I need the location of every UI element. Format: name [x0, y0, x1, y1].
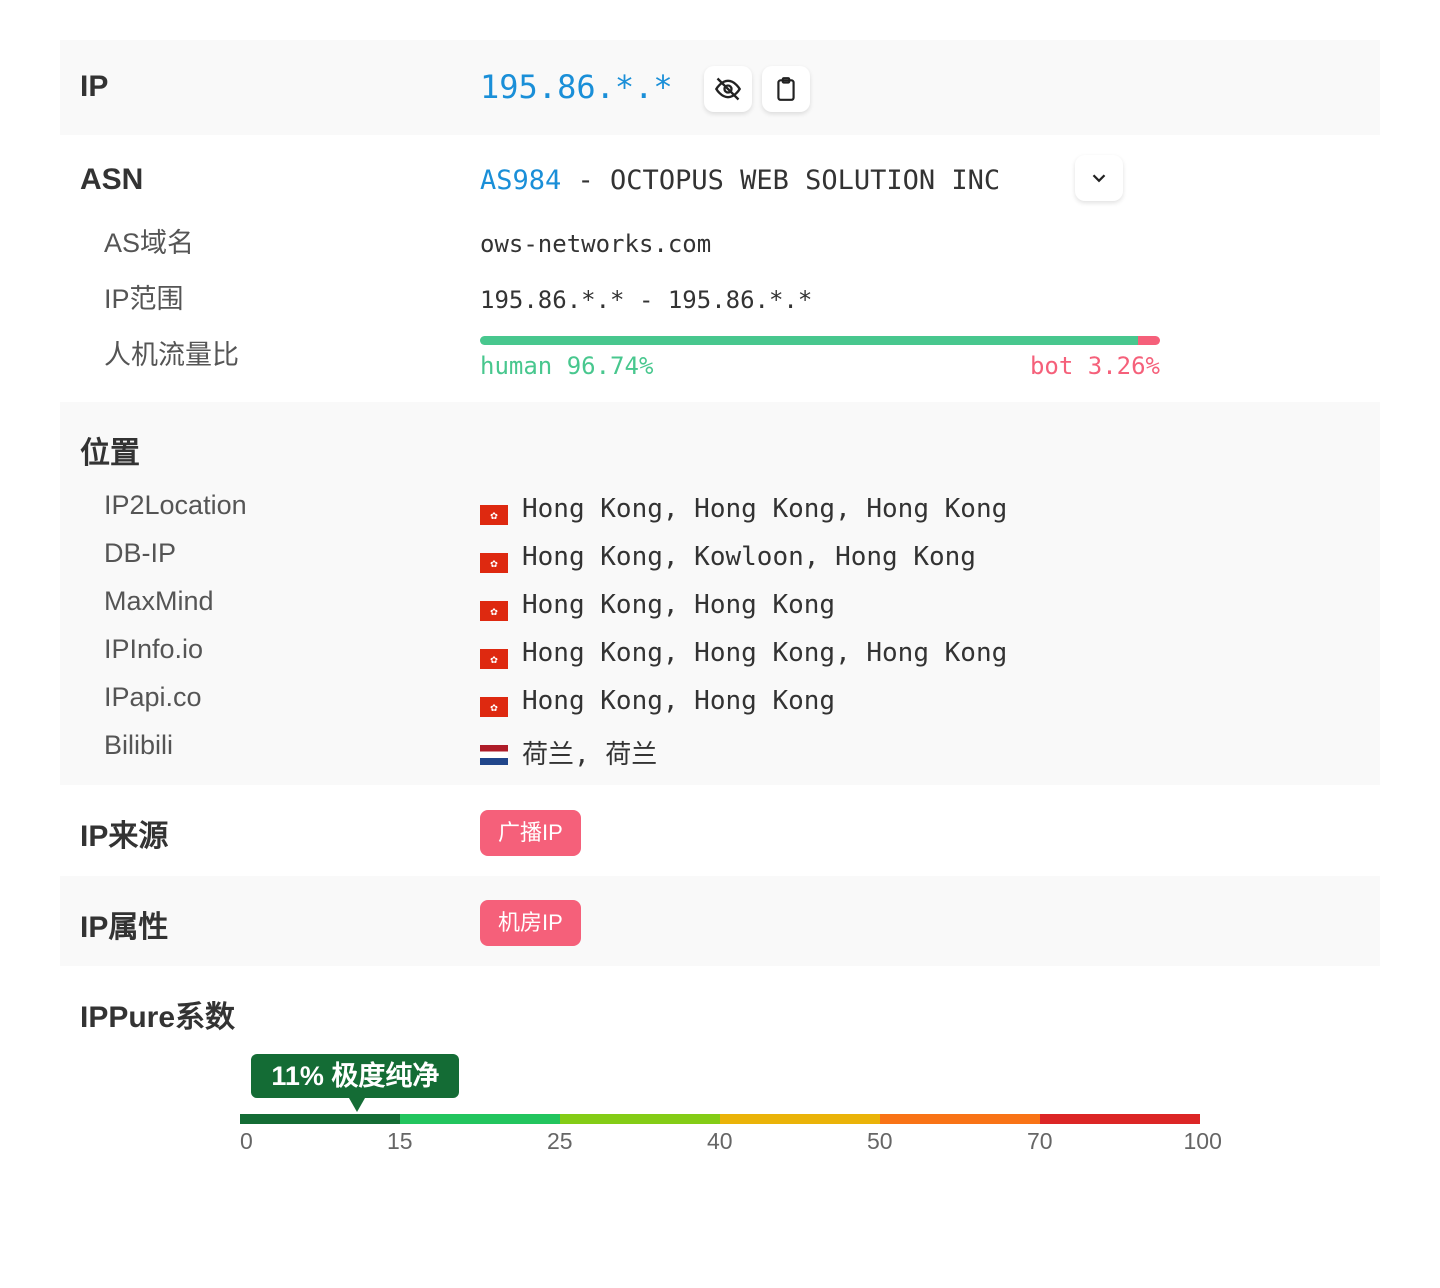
- ippure-scale-segment: [880, 1114, 1040, 1124]
- location-source-label: MaxMind: [104, 586, 214, 616]
- location-source-label: IPInfo.io: [104, 634, 204, 664]
- location-text: Hong Kong, Hong Kong, Hong Kong: [522, 494, 1008, 524]
- ippure-scale-segment: [560, 1114, 720, 1124]
- ippure-score-text: 11% 极度纯净: [271, 1061, 440, 1091]
- ippure-scale-segment: [400, 1114, 560, 1124]
- clipboard-icon: [777, 77, 795, 101]
- location-value: ✿ Hong Kong, Hong Kong: [480, 686, 835, 717]
- traffic-ratio-label: 人机流量比: [104, 340, 239, 370]
- ippure-tick-label: 0: [240, 1128, 253, 1154]
- location-source-label: DB-IP: [104, 538, 177, 568]
- location-text: Hong Kong, Hong Kong: [522, 686, 836, 716]
- location-source-label: Bilibili: [104, 730, 174, 760]
- ippure-label: IPPure系数: [80, 1001, 236, 1034]
- location-value: ✿ Hong Kong, Kowloon, Hong Kong: [480, 542, 976, 573]
- ippure-scale-segment: [240, 1114, 400, 1124]
- location-value: ✿ Hong Kong, Hong Kong, Hong Kong: [480, 638, 1007, 669]
- hong-kong-flag-icon: ✿: [480, 697, 508, 717]
- bot-ratio: bot 3.26%: [1029, 352, 1160, 380]
- asn-number[interactable]: AS984: [480, 165, 562, 196]
- ippure-tick-label: 15: [387, 1128, 413, 1154]
- ip-value: 195.86.*.*: [480, 68, 673, 106]
- human-bar: [480, 336, 1138, 345]
- ippure-tick-label: 50: [867, 1128, 893, 1154]
- ippure-tick-label: 25: [547, 1128, 573, 1154]
- ip-attr-label: IP属性: [80, 911, 169, 944]
- ip-attr-badge: 机房IP: [480, 900, 581, 946]
- location-value: 荷兰, 荷兰: [480, 734, 657, 771]
- asn-expand-button[interactable]: [1075, 155, 1123, 201]
- location-value: ✿ Hong Kong, Hong Kong, Hong Kong: [480, 494, 1007, 525]
- ip-range-label: IP范围: [104, 284, 184, 314]
- hong-kong-flag-icon: ✿: [480, 601, 508, 621]
- ip-attr-row: IP属性 机房IP: [60, 876, 1380, 966]
- hong-kong-flag-icon: ✿: [480, 649, 508, 669]
- location-text: Hong Kong, Hong Kong: [522, 590, 836, 620]
- ippure-tick-label: 70: [1027, 1128, 1053, 1154]
- toggle-visibility-button[interactable]: [704, 66, 752, 112]
- location-text: 荷兰, 荷兰: [522, 740, 658, 770]
- ip-source-row: IP来源 广播IP: [60, 785, 1380, 876]
- ippure-scale-segment: [720, 1114, 880, 1124]
- location-source-label: IP2Location: [104, 490, 247, 520]
- copy-button[interactable]: [762, 66, 810, 112]
- location-row: 位置 IP2Location ✿ Hong Kong, Hong Kong, Ho…: [60, 402, 1380, 785]
- asn-row: ASN AS984 - OCTOPUS WEB SOLUTION INC AS域…: [60, 135, 1380, 402]
- chevron-down-icon: [1092, 174, 1106, 183]
- location-text: Hong Kong, Hong Kong, Hong Kong: [522, 638, 1008, 668]
- ippure-tick-label: 40: [707, 1128, 733, 1154]
- as-domain-value: ows-networks.com: [480, 230, 712, 258]
- ip-label: IP: [80, 70, 109, 103]
- ippure-score-tooltip: 11% 极度纯净: [251, 1054, 460, 1112]
- ip-source-label: IP来源: [80, 820, 169, 853]
- location-source-label: IPapi.co: [104, 682, 202, 712]
- human-ratio: human 96.74%: [480, 352, 654, 380]
- ip-row: IP 195.86.*.*: [60, 40, 1380, 135]
- bot-bar: [1137, 336, 1160, 345]
- ippure-scale-segment: [1040, 1114, 1200, 1124]
- ip-source-badge: 广播IP: [480, 810, 581, 856]
- hong-kong-flag-icon: ✿: [480, 553, 508, 573]
- traffic-ratio-bar: [480, 336, 1160, 345]
- location-text: Hong Kong, Kowloon, Hong Kong: [522, 542, 976, 572]
- ippure-tick-label: 100: [1183, 1128, 1222, 1154]
- ip-range-value: 195.86.*.* - 195.86.*.*: [480, 286, 813, 314]
- as-domain-label: AS域名: [104, 228, 195, 258]
- netherlands-flag-icon: [480, 745, 508, 765]
- location-value: ✿ Hong Kong, Hong Kong: [480, 590, 835, 621]
- hong-kong-flag-icon: ✿: [480, 505, 508, 525]
- eye-off-icon: [714, 77, 742, 101]
- asn-label: ASN: [80, 163, 144, 196]
- location-label: 位置: [80, 437, 140, 470]
- asn-name: - OCTOPUS WEB SOLUTION INC: [561, 165, 1001, 196]
